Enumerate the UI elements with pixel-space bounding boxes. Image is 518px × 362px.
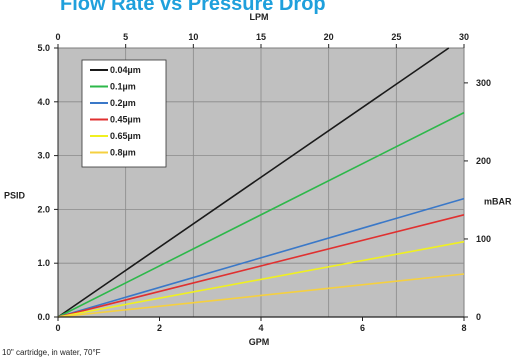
legend-label-0: 0.04µm [110, 65, 141, 75]
x-tick-label: 8 [461, 323, 466, 333]
x2-tick-label: 0 [55, 32, 60, 42]
y-tick-label: 0.0 [37, 312, 50, 322]
series-line-5 [57, 273, 465, 318]
x2-tick-label: 5 [123, 32, 128, 42]
flow-pressure-chart: 0 2 4 6 80 5 10 15 20 25 300.01.02.03.04.05.001002… [4, 12, 512, 347]
x2-tick-label: 10 [188, 32, 198, 42]
series-line-3 [57, 214, 465, 318]
legend-label-3: 0.45µm [110, 115, 141, 125]
x-tick-label: 6 [360, 323, 365, 333]
legend-label-5: 0.8µm [110, 148, 136, 158]
y2-tick-label: 0 [476, 312, 481, 322]
legend-label-4: 0.65µm [110, 131, 141, 141]
chart-title: Flow Rate vs Pressure Drop [60, 0, 326, 15]
x2-tick-label: 30 [459, 32, 469, 42]
legend-box [81, 59, 167, 168]
y-tick-label: 2.0 [37, 204, 50, 214]
legend-label-1: 0.1µm [110, 82, 136, 92]
y-tick-label: 3.0 [37, 151, 50, 161]
x-tick-label: 4 [258, 323, 263, 333]
y-tick-label: 4.0 [37, 97, 50, 107]
x2-tick-label: 15 [256, 32, 266, 42]
series-line-4 [57, 240, 465, 318]
y2-tick-label: 100 [476, 234, 491, 244]
series-line-2 [57, 197, 465, 318]
y2-tick-label: 200 [476, 156, 491, 166]
x2-tick-label: 25 [391, 32, 401, 42]
y2-tick-label: 300 [476, 78, 491, 88]
x-axis-title: GPM [249, 337, 270, 347]
footnote: 10" cartridge, in water, 70°F [2, 348, 101, 357]
y-tick-label: 1.0 [37, 258, 50, 268]
series-line-1 [57, 111, 465, 318]
x-tick-label: 0 [55, 323, 60, 333]
legend-label-2: 0.2µm [110, 98, 136, 108]
x2-tick-label: 20 [324, 32, 334, 42]
x2-axis-title: LPM [250, 12, 269, 22]
x-tick-label: 2 [157, 323, 162, 333]
y2-axis-title: mBAR [484, 197, 512, 207]
series-line-0 [57, 47, 450, 318]
y-tick-label: 5.0 [37, 43, 50, 53]
y-axis-title: PSID [4, 191, 26, 201]
